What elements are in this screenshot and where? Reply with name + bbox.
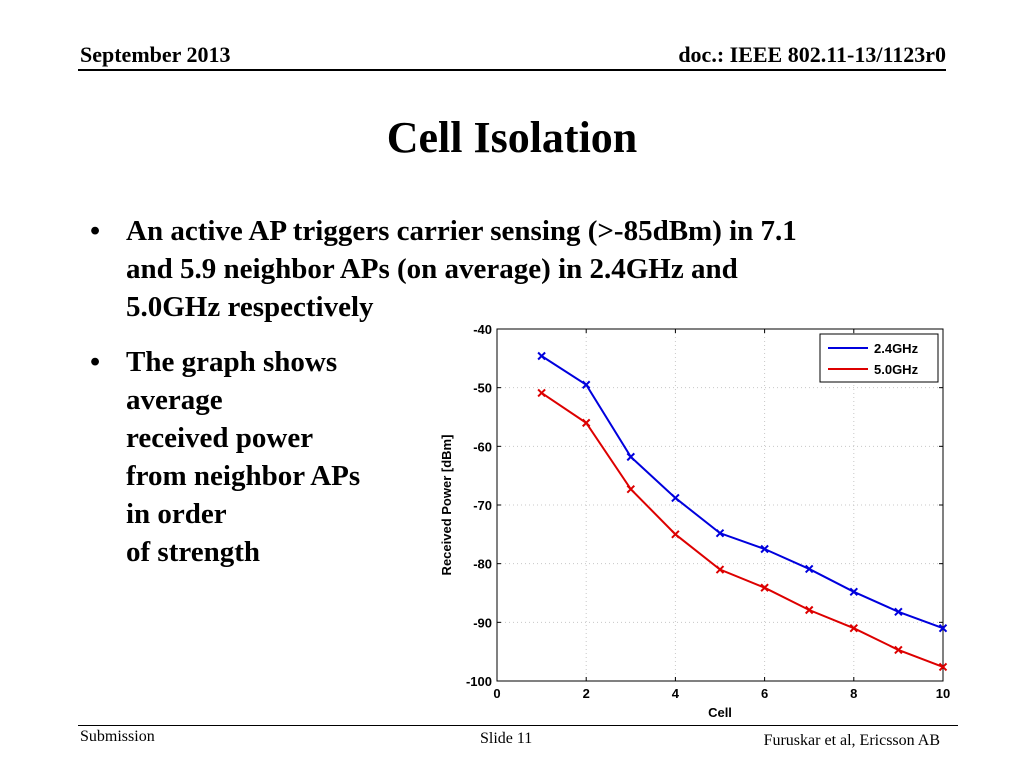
footer-rule <box>78 725 958 726</box>
data-point-marker <box>804 564 814 574</box>
plot-area <box>497 329 943 681</box>
footer-submission: Submission <box>80 728 155 745</box>
bullet-symbol: • <box>90 346 101 378</box>
data-point-marker <box>894 607 903 616</box>
y-tick-label: -80 <box>473 557 492 572</box>
data-point-marker <box>715 528 725 538</box>
y-tick-label: -100 <box>466 674 492 689</box>
y-tick-label: -40 <box>473 322 492 337</box>
x-tick-label: 8 <box>850 686 857 701</box>
legend-label: 2.4GHz <box>874 341 919 356</box>
received-power-chart: 0 2 4 6 8 10 -40 -50 -60 -70 -80 -90 -100 Cell Receive… <box>439 322 950 720</box>
data-point-marker <box>715 565 725 574</box>
y-axis-label: Received Power [dBm] <box>439 435 454 576</box>
y-tick-label: -50 <box>473 381 492 396</box>
y-tick-label: -90 <box>473 615 492 630</box>
data-point-marker <box>581 380 591 389</box>
footer-slide-number: Slide 11 <box>480 730 533 747</box>
header-date: September 2013 <box>80 42 231 67</box>
x-tick-label: 2 <box>583 686 590 701</box>
data-point-marker <box>760 544 769 554</box>
bullet-text: An active AP triggers carrier sensing (>… <box>126 215 797 323</box>
footer-authors: Furuskar et al, Ericsson AB <box>763 732 940 749</box>
data-point-marker <box>626 452 636 462</box>
data-point-marker <box>938 623 948 633</box>
x-tick-label: 10 <box>936 686 950 701</box>
y-tick-label: -60 <box>473 439 492 454</box>
axes-frame <box>496 328 944 682</box>
data-point-marker <box>760 583 769 592</box>
x-tick-label: 0 <box>493 686 500 701</box>
data-point-marker <box>626 484 636 494</box>
data-point-marker <box>671 530 680 539</box>
data-point-marker <box>938 662 948 672</box>
data-point-marker <box>894 645 903 655</box>
data-point-marker <box>581 418 591 428</box>
slide-title: Cell Isolation <box>386 113 638 162</box>
data-point-marker <box>537 351 546 361</box>
y-tick-label: -70 <box>473 498 492 513</box>
legend-box <box>819 333 939 383</box>
x-axis-label: Cell <box>708 705 732 720</box>
legend-label: 5.0GHz <box>874 362 919 377</box>
header-rule <box>78 69 946 71</box>
series-line <box>541 355 944 630</box>
data-point-marker <box>537 388 546 398</box>
data-point-marker <box>849 623 859 633</box>
bullet-text: The graph shows average received power f… <box>126 346 361 568</box>
bullet-symbol: • <box>90 215 101 247</box>
data-point-marker <box>804 605 814 615</box>
header-doc-id: doc.: IEEE 802.11-13/1123r0 <box>678 42 946 67</box>
x-tick-label: 6 <box>761 686 768 701</box>
data-point-marker <box>849 587 859 597</box>
series-line <box>541 392 944 668</box>
data-point-marker <box>671 493 680 503</box>
x-tick-label: 4 <box>672 686 680 701</box>
